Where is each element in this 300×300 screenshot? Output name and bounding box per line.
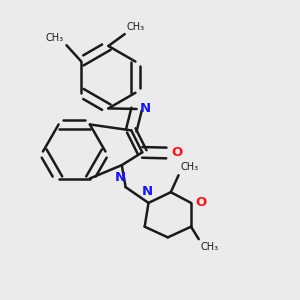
Text: CH₃: CH₃	[180, 162, 198, 172]
Text: N: N	[140, 102, 151, 115]
Text: O: O	[196, 196, 207, 209]
Text: N: N	[115, 170, 126, 184]
Text: N: N	[142, 185, 153, 198]
Text: CH₃: CH₃	[126, 22, 144, 32]
Text: CH₃: CH₃	[45, 33, 64, 43]
Text: CH₃: CH₃	[200, 242, 218, 251]
Text: O: O	[171, 146, 182, 159]
